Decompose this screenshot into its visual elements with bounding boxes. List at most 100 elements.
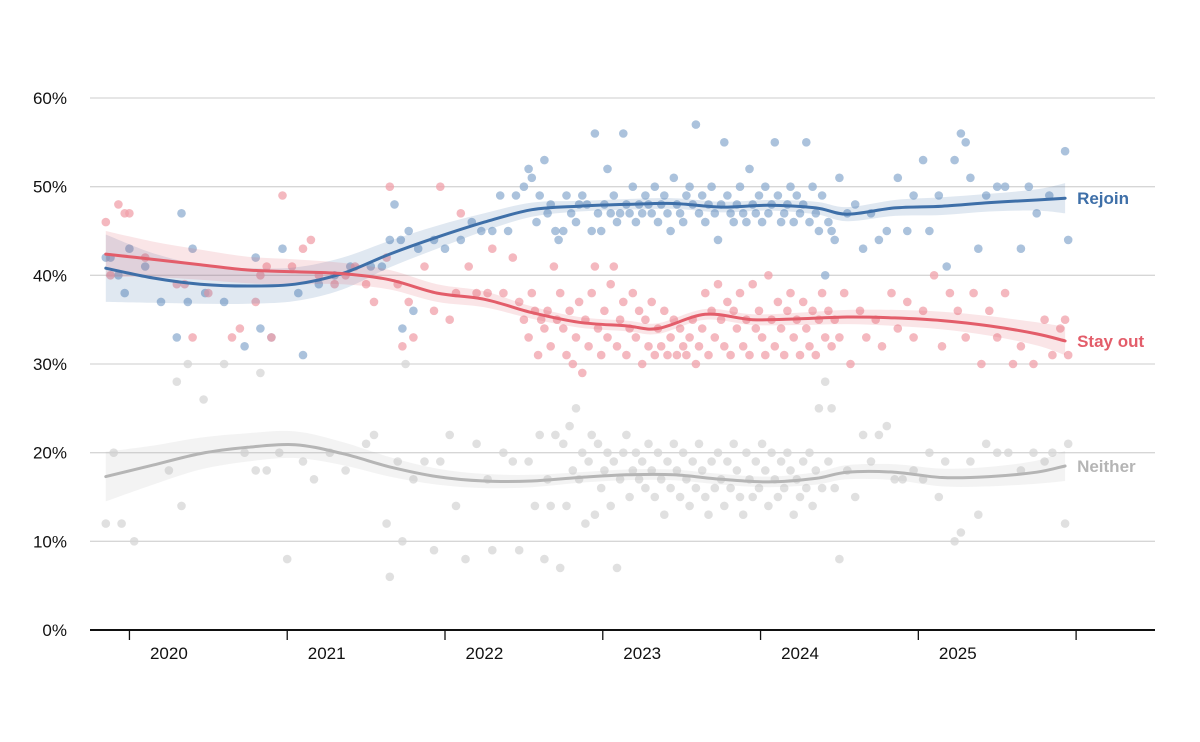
stay-out-point (1056, 324, 1065, 333)
rejoin-point (893, 173, 903, 183)
neither-point (992, 448, 1002, 458)
rejoin-point (298, 350, 308, 360)
stay-out-point (929, 271, 939, 280)
neither-point (129, 537, 139, 546)
stay-out-point (789, 333, 798, 342)
rejoin-point (278, 244, 287, 253)
rejoin-point (593, 209, 603, 218)
rejoin-point (413, 244, 423, 253)
neither-point (275, 448, 284, 458)
stay-out-point (574, 297, 584, 307)
neither-point (650, 492, 660, 502)
neither-point (713, 448, 723, 458)
stay-out-point (631, 333, 641, 342)
rejoin-point (625, 209, 634, 218)
stay-out-trend-line (104, 252, 1067, 343)
neither-point (701, 492, 710, 502)
neither-point (669, 439, 679, 449)
neither-point (398, 537, 407, 546)
rejoin-point (663, 209, 672, 218)
stay-out-point (555, 288, 565, 298)
rejoin-point (495, 191, 505, 200)
stay-out-point (409, 333, 418, 342)
neither-point (720, 501, 729, 511)
stay-out-point (704, 350, 713, 360)
neither-point (795, 492, 805, 502)
rejoin-point (314, 279, 324, 289)
rejoin-point (981, 191, 991, 200)
stay-out-point (953, 306, 963, 316)
stay-out-point (802, 324, 811, 333)
rejoin-point (814, 226, 824, 236)
rejoin-point (735, 182, 745, 191)
stay-out-point (445, 315, 455, 325)
stay-out-point (839, 288, 849, 298)
neither-point (606, 501, 615, 511)
neither-point (382, 519, 391, 528)
stay-out-point (776, 324, 786, 333)
neither-point (808, 501, 817, 511)
neither-point (882, 421, 892, 431)
neither-point (109, 448, 118, 458)
stay-out-point (429, 306, 439, 316)
rejoin-point (140, 262, 150, 271)
rejoin-point (240, 342, 249, 351)
stay-out-point (918, 306, 928, 316)
stay-out-point (903, 297, 912, 307)
neither-point (950, 537, 959, 546)
rejoin-point (596, 226, 606, 236)
neither-point (559, 439, 568, 449)
neither-point (628, 466, 638, 475)
stay-out-point (751, 324, 761, 333)
neither-point (429, 545, 439, 555)
neither-point (779, 483, 789, 493)
neither-point (666, 483, 675, 493)
stay-out-point (748, 279, 757, 289)
neither-point (742, 448, 751, 458)
neither-point (653, 448, 663, 458)
neither-point (535, 430, 544, 440)
rejoin-point (566, 209, 576, 218)
neither-point (199, 395, 208, 404)
rejoin-point (398, 324, 407, 333)
neither-point (675, 492, 685, 502)
stay-out-point (420, 262, 429, 271)
rejoin-point (707, 182, 716, 191)
rejoin-point (551, 226, 560, 236)
rejoin-point (974, 244, 983, 253)
stay-out-point (298, 244, 308, 253)
neither-point (956, 528, 966, 537)
stay-out-point (992, 333, 1002, 342)
rejoin-point (637, 209, 647, 218)
rejoin-point (789, 217, 798, 227)
stay-out-point (817, 288, 827, 298)
rejoin-point (858, 244, 868, 253)
neither-point (767, 448, 776, 458)
neither-confidence-band (105, 430, 1066, 502)
neither-point (704, 510, 713, 519)
neither-point (117, 519, 126, 528)
neither-point (571, 404, 581, 413)
stay-out-point (483, 288, 492, 298)
stay-out-point (204, 288, 213, 298)
rejoin-point (824, 217, 833, 227)
stay-out-point (1060, 315, 1070, 325)
stay-out-point (369, 297, 379, 307)
rejoin-point (578, 191, 587, 200)
stay-out-point (795, 350, 805, 360)
stay-out-point (568, 359, 578, 369)
stay-out-point (779, 350, 789, 360)
rejoin-point (694, 209, 704, 218)
rejoin-point (666, 226, 675, 236)
stay-out-point (472, 288, 481, 298)
neither-point (817, 483, 827, 493)
stay-out-point (820, 333, 830, 342)
neither-point (584, 457, 593, 466)
neither-point (393, 457, 403, 466)
neither-point (773, 492, 783, 502)
stay-out-point (540, 324, 549, 333)
neither-point (1029, 448, 1038, 458)
stay-out-point (436, 182, 445, 191)
neither-point (1004, 448, 1013, 458)
neither-point (940, 457, 950, 466)
